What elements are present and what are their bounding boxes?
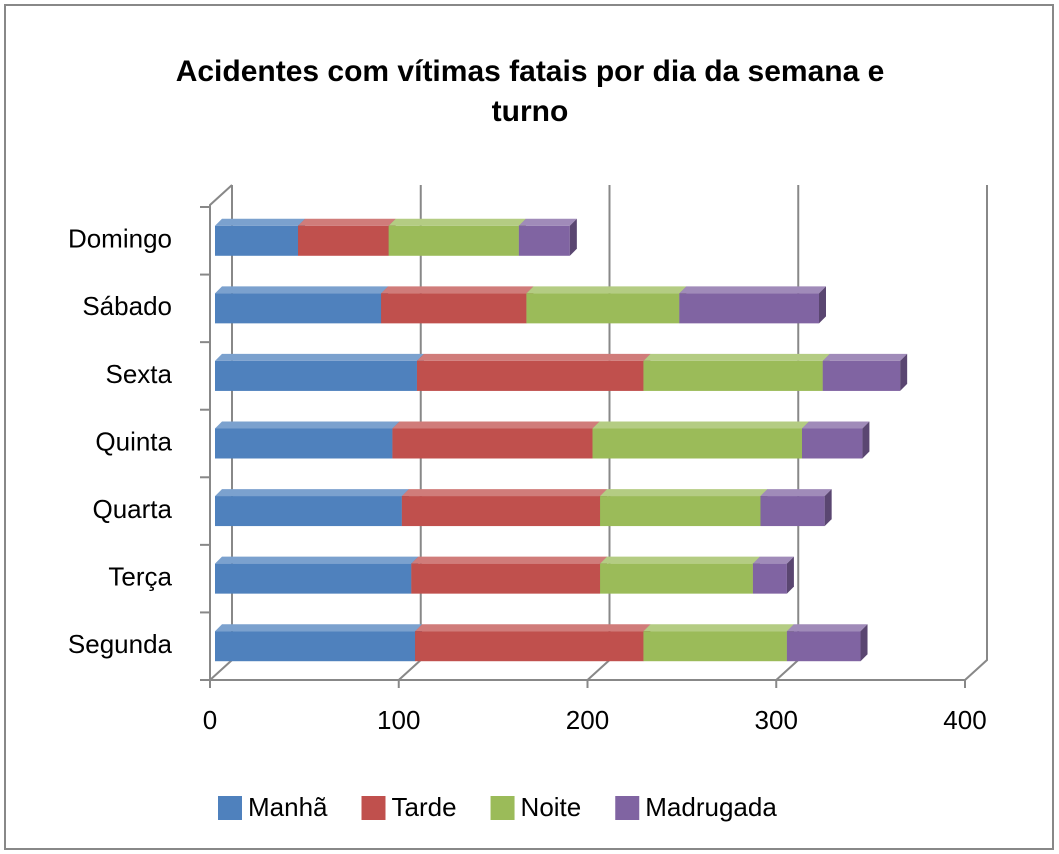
- bar-top: [215, 556, 419, 564]
- bar-side: [824, 489, 832, 527]
- bar: [392, 428, 593, 459]
- bar: [215, 563, 412, 594]
- grid-line: [964, 185, 988, 681]
- bar: [679, 293, 819, 324]
- bar-top: [381, 286, 534, 294]
- x-tick-label: 100: [377, 705, 420, 735]
- legend-label: Madrugada: [645, 792, 777, 822]
- bar-top: [392, 421, 600, 429]
- legend-label: Tarde: [392, 792, 457, 822]
- bar-top: [215, 286, 389, 294]
- bar-top: [215, 624, 423, 632]
- legend-swatch: [615, 796, 640, 820]
- y-tick-label: Segunda: [68, 629, 173, 659]
- bar: [643, 360, 823, 391]
- bar-side: [819, 286, 826, 324]
- bar: [298, 225, 389, 256]
- legend-label: Manhã: [248, 792, 328, 822]
- bar-top: [600, 556, 760, 564]
- bar-top: [822, 353, 908, 361]
- bar-top: [600, 489, 768, 497]
- legend-swatch: [218, 796, 242, 820]
- legend-swatch: [361, 796, 386, 820]
- legend-swatch: [490, 796, 515, 820]
- bar-side: [862, 421, 870, 459]
- bar: [215, 293, 382, 324]
- bar: [760, 496, 825, 527]
- bar: [786, 631, 861, 662]
- bar-top: [679, 286, 826, 294]
- bar-top: [518, 218, 577, 226]
- bar-top: [411, 556, 608, 564]
- bar-top: [416, 353, 651, 361]
- bar-top: [215, 489, 409, 497]
- bar: [411, 563, 601, 594]
- bar: [215, 428, 393, 459]
- y-tick-label: Quarta: [93, 494, 173, 524]
- bar: [215, 631, 416, 662]
- y-tick-label: Terça: [108, 562, 172, 592]
- bar-top: [643, 353, 830, 361]
- bar: [215, 360, 417, 391]
- bar-top: [752, 556, 794, 564]
- bar-top: [643, 624, 794, 632]
- bar-top: [526, 286, 687, 294]
- bar-top: [215, 421, 400, 429]
- bar: [388, 225, 519, 256]
- x-tick-label: 200: [566, 705, 609, 735]
- bar: [518, 225, 570, 256]
- side-wall: [209, 184, 233, 680]
- bar: [600, 563, 753, 594]
- y-tick-label: Sábado: [82, 291, 172, 321]
- bar: [416, 360, 644, 391]
- bar-top: [215, 218, 306, 226]
- bar: [526, 293, 680, 324]
- bar: [415, 631, 644, 662]
- x-tick-label: 400: [943, 705, 986, 735]
- bar: [600, 496, 761, 527]
- bar-top: [388, 218, 526, 226]
- bar: [643, 631, 787, 662]
- bar-top: [298, 218, 396, 226]
- bar: [401, 496, 601, 527]
- bar-side: [860, 624, 868, 662]
- bar-top: [760, 489, 832, 497]
- bar-side: [900, 353, 908, 391]
- chart-title: Acidentes com vítimas fatais por dia da …: [176, 55, 885, 128]
- bar-side: [786, 556, 794, 594]
- bar: [381, 293, 527, 324]
- x-tick-label: 300: [755, 705, 798, 735]
- y-tick-label: Sexta: [106, 359, 173, 389]
- bar: [592, 428, 803, 459]
- bar-top: [592, 421, 810, 429]
- y-tick-label: Domingo: [68, 224, 172, 254]
- bar-top: [786, 624, 868, 632]
- y-tick-label: Quinta: [95, 426, 172, 456]
- bar: [215, 225, 299, 256]
- bar: [752, 563, 787, 594]
- bar: [215, 496, 402, 527]
- legend-label: Noite: [521, 792, 582, 822]
- bar-side: [569, 218, 577, 256]
- bar-top: [802, 421, 870, 429]
- bar-top: [415, 624, 651, 632]
- bar-top: [215, 353, 424, 361]
- bar-top: [401, 489, 608, 497]
- x-tick-label: 0: [203, 705, 217, 735]
- bar: [822, 360, 901, 391]
- bar: [802, 428, 863, 459]
